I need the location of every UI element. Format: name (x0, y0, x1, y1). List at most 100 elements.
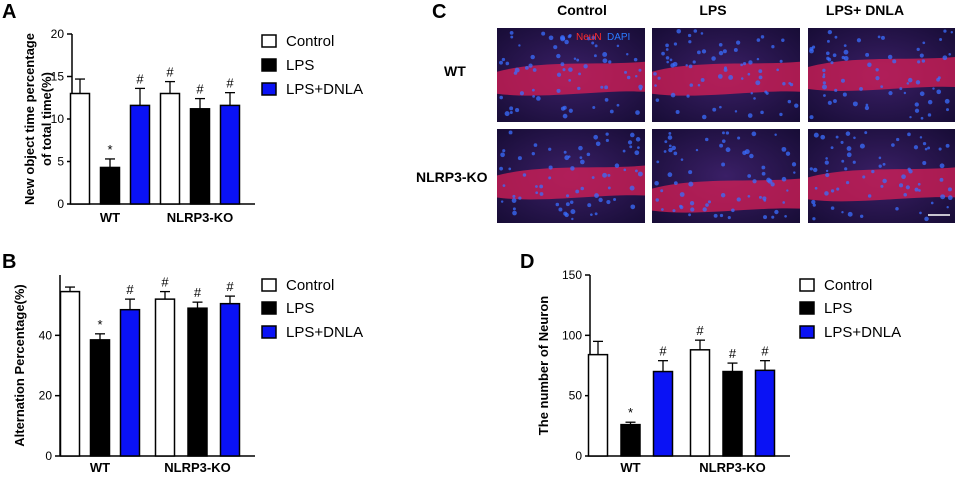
nucleus-dot (859, 143, 865, 149)
nucleus-dot (927, 113, 932, 117)
nucleus-dot (930, 201, 934, 205)
nucleus-dot (725, 131, 730, 135)
nucleus-dot (922, 161, 927, 166)
nucleus-dot (766, 177, 771, 183)
nucleus-dot (591, 176, 595, 179)
nucleus-dot (591, 41, 595, 45)
nucleus-dot (500, 200, 504, 203)
chart-a-ytick-label: 10 (51, 112, 65, 126)
micrograph-column-label: LPS (699, 2, 726, 18)
nucleus-dot (892, 59, 897, 64)
micrograph-row-label: WT (444, 63, 466, 79)
chart-d-bar (754, 369, 776, 457)
nucleus-dot (758, 69, 763, 74)
nucleus-dot (834, 35, 838, 39)
chart-b-legend-swatch (261, 278, 277, 292)
nucleus-dot (880, 35, 885, 40)
nucleus-dot (921, 59, 926, 63)
nucleus-dot (668, 131, 672, 135)
nucleus-dot (811, 199, 816, 205)
nucleus-dot (896, 137, 900, 142)
nucleus-dot (924, 147, 928, 151)
nucleus-dot (932, 87, 935, 90)
nucleus-dot (577, 86, 581, 91)
nucleus-dot (513, 71, 518, 75)
nucleus-dot (637, 171, 643, 177)
nucleus-dot (548, 165, 553, 170)
nucleus-dot (809, 48, 814, 54)
chart-a-significance-mark: * (107, 142, 112, 157)
nucleus-dot (748, 60, 753, 65)
nucleus-dot (508, 130, 513, 135)
nucleus-dot (667, 135, 673, 140)
chart-d-bar (587, 353, 609, 457)
nucleus-dot (835, 135, 839, 139)
nucleus-dot (909, 115, 912, 119)
nucleus-dot (665, 43, 669, 48)
nucleus-dot (809, 167, 813, 171)
nucleus-dot (840, 78, 845, 83)
nucleus-dot (939, 177, 944, 182)
nucleus-dot (823, 94, 826, 97)
nucleus-dot (535, 185, 538, 188)
nucleus-dot (558, 207, 563, 212)
nucleus-dot (813, 132, 819, 138)
nucleus-dot (669, 58, 673, 62)
nucleus-dot (944, 98, 950, 104)
nucleus-dot (919, 136, 923, 139)
nucleus-dot (865, 52, 870, 57)
nucleus-dot (927, 99, 933, 105)
nucleus-dot (518, 196, 522, 200)
nucleus-dot (638, 68, 642, 72)
nucleus-dot (867, 194, 872, 198)
nucleus-dot (676, 28, 682, 34)
nucleus-dot (594, 212, 598, 216)
nucleus-dot (663, 150, 667, 153)
nucleus-dot (528, 63, 533, 68)
nucleus-dot (747, 194, 751, 198)
nucleus-dot (734, 110, 738, 113)
nucleus-dot (626, 53, 629, 56)
nucleus-dot (700, 78, 705, 82)
nucleus-dot (657, 76, 661, 80)
nucleus-dot (753, 97, 756, 100)
nucleus-dot (836, 187, 840, 191)
nucleus-dot (556, 53, 561, 59)
nucleus-dot (565, 194, 570, 198)
nucleus-dot (499, 60, 503, 65)
nucleus-dot (918, 189, 921, 192)
nucleus-dot (560, 35, 565, 41)
nucleus-dot (591, 35, 596, 40)
nucleus-dot (878, 164, 882, 168)
chart-a-legend-label: Control (286, 33, 334, 50)
nucleus-dot (840, 140, 844, 144)
chart-a-ytick-label: 5 (57, 155, 64, 169)
nucleus-dot (532, 95, 535, 98)
chart-b-bar (59, 290, 81, 457)
chart-b: 0 20 40 Alternation Percentage(%) * # WT # # # NLR… (12, 275, 363, 475)
nucleus-dot (887, 54, 893, 60)
chart-b-legend-swatch (261, 325, 277, 339)
nucleus-dot (667, 172, 673, 178)
nucleus-dot (722, 49, 727, 54)
nucleus-dot (917, 60, 921, 64)
nucleus-dot (593, 54, 597, 58)
nucleus-dot (655, 98, 660, 102)
nucleus-dot (533, 143, 538, 147)
nucleus-dot (622, 149, 626, 153)
nucleus-dot (692, 60, 696, 64)
nucleus-dot (842, 92, 847, 97)
chart-b-legend-label: Control (286, 277, 334, 294)
nucleus-dot (820, 134, 826, 140)
nucleus-dot (535, 191, 539, 195)
nucleus-dot (695, 148, 699, 152)
nucleus-dot (760, 110, 764, 115)
chart-d-category-label: NLRP3-KO (699, 460, 765, 475)
nucleus-dot (747, 174, 752, 178)
nucleus-dot (568, 108, 573, 113)
nucleus-dot (595, 141, 601, 147)
nucleus-dot (942, 55, 948, 61)
chart-d-bar (689, 349, 711, 457)
